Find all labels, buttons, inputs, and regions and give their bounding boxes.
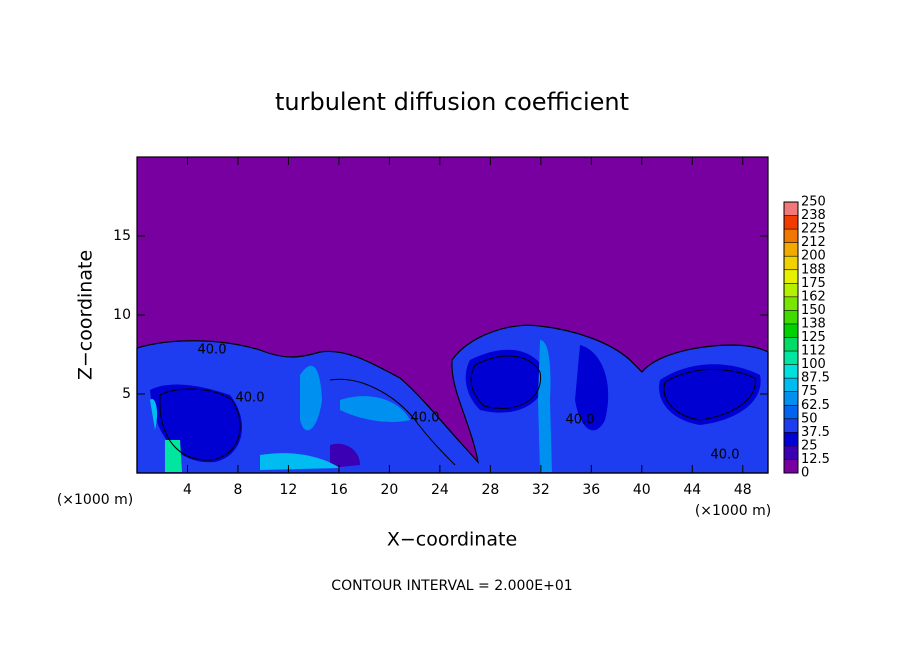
x-tick-label: 28 [481, 482, 499, 498]
x-tick-label: 44 [683, 482, 701, 498]
field-region [575, 345, 609, 431]
colorbar-label: 0 [801, 466, 809, 481]
field-region [659, 364, 761, 425]
field-region [150, 399, 158, 430]
x-tick-label: 24 [431, 482, 449, 498]
y-tick-label: 10 [113, 307, 131, 323]
x-tick-label: 36 [582, 482, 600, 498]
x-axis-label: X−coordinate [387, 529, 517, 551]
field-region [330, 443, 360, 468]
contour-label: 40.0 [411, 411, 440, 426]
colorbar-label: 188 [801, 262, 826, 277]
colorbar-label: 50 [801, 411, 818, 426]
contour-label: 40.0 [711, 448, 740, 463]
colorbar-label: 238 [801, 208, 826, 223]
colorbar-swatch [784, 337, 798, 352]
contour-label: 40.0 [198, 343, 227, 358]
x-tick-label: 48 [734, 482, 752, 498]
colorbar-label: 100 [801, 357, 826, 372]
colorbar-swatch [784, 432, 798, 446]
x-tick-label: 40 [633, 482, 651, 498]
contour-line [329, 378, 456, 466]
colorbar-label: 62.5 [801, 398, 830, 413]
colorbar-label: 75 [801, 384, 818, 399]
colorbar-swatch [784, 351, 798, 365]
contour-label: 40.0 [566, 413, 595, 428]
colorbar-label: 37.5 [801, 425, 830, 440]
colorbar-swatch [784, 323, 798, 338]
y-tick-label: 5 [122, 386, 131, 402]
colorbar-label: 150 [801, 303, 826, 318]
colorbar-swatch [784, 459, 798, 473]
colorbar-label: 225 [801, 222, 826, 237]
contour-line [663, 369, 756, 421]
field-region [300, 365, 322, 431]
colorbar-swatch [784, 229, 798, 243]
x-tick-label: 32 [532, 482, 550, 498]
colorbar-swatch [784, 296, 798, 311]
footnote: CONTOUR INTERVAL = 2.000E+01 [331, 578, 572, 594]
x-unit: (×1000 m) [695, 503, 771, 519]
colorbar-swatch [784, 418, 798, 433]
colorbar-swatch [784, 215, 798, 230]
x-tick-label: 16 [330, 482, 348, 498]
contour-label: 40.0 [236, 391, 265, 406]
x-tick-label: 20 [380, 482, 398, 498]
colorbar-swatch [784, 405, 798, 419]
contour-line [159, 388, 241, 461]
colorbar-label: 25 [801, 438, 818, 453]
y-axis-label: Z−coordinate [75, 250, 97, 380]
colorbar-label: 250 [801, 195, 826, 210]
chart-title: turbulent diffusion coefficient [275, 88, 629, 116]
x-tick-label: 8 [233, 482, 242, 498]
y-tick-label: 15 [113, 228, 131, 244]
colorbar-label: 12.5 [801, 452, 830, 467]
field-region [165, 440, 182, 472]
x-tick-label: 4 [183, 482, 192, 498]
colorbar-swatch [784, 242, 798, 257]
field-region [340, 396, 410, 422]
colorbar-label: 212 [801, 235, 826, 250]
field-region [465, 349, 546, 413]
colorbar-swatch [784, 391, 798, 406]
contour-line [136, 324, 769, 474]
colorbar-swatch [784, 269, 798, 284]
colorbar-swatch [784, 256, 798, 270]
field-region [260, 453, 340, 470]
colorbar-swatch [784, 202, 798, 216]
colorbar-swatch [784, 364, 798, 379]
colorbar-label: 87.5 [801, 371, 830, 386]
field-region [538, 340, 552, 472]
colorbar-label: 175 [801, 276, 826, 291]
colorbar-label: 162 [801, 289, 826, 304]
colorbar-swatch [784, 378, 798, 392]
colorbar-label: 125 [801, 330, 826, 345]
colorbar-swatch [784, 445, 798, 460]
field-region [137, 325, 768, 473]
colorbar-swatch [784, 283, 798, 297]
colorbar-label: 138 [801, 316, 826, 331]
colorbar-swatch [784, 310, 798, 324]
x-tick-label: 12 [280, 482, 298, 498]
colorbar-label: 112 [801, 344, 826, 359]
x-unit: (×1000 m) [57, 492, 133, 508]
colorbar-label: 200 [801, 249, 826, 264]
contour-line [470, 355, 542, 409]
